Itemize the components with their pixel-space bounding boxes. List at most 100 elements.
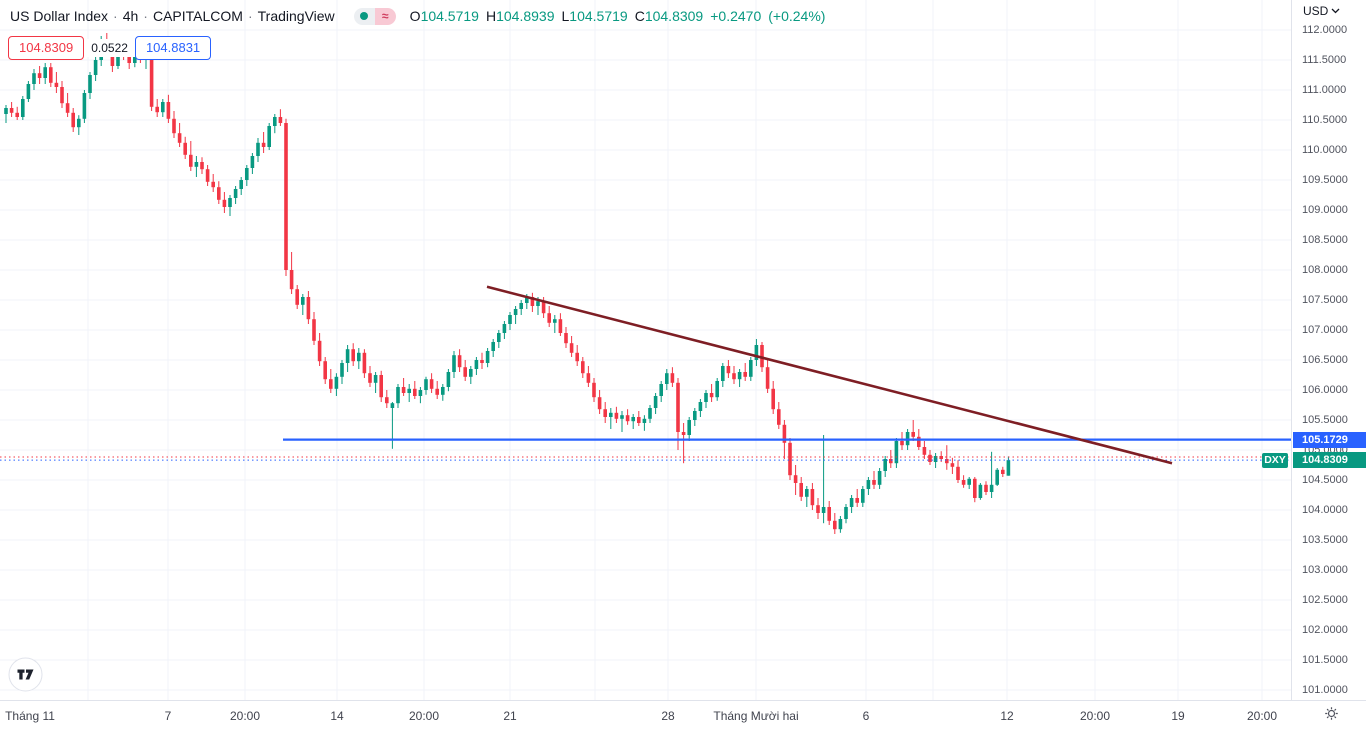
symbol-title[interactable]: US Dollar Index (10, 8, 109, 24)
candle-body (883, 459, 887, 471)
candle-body (385, 397, 389, 404)
gear-icon[interactable] (1324, 706, 1339, 726)
candle-body (995, 469, 999, 485)
trade-panel: 104.8309 0.0522 104.8831 (8, 36, 212, 60)
candle-body (233, 189, 238, 198)
candle-body (575, 352, 579, 362)
candle-body (732, 373, 736, 380)
candle-body (340, 363, 344, 377)
symbol-badge: DXY (1262, 452, 1288, 468)
candle-body (312, 319, 316, 341)
time-tick-label: 14 (330, 709, 344, 723)
high-value: 104.8939 (496, 8, 555, 24)
candle-body (586, 373, 591, 383)
price-tick-label: 106.5000 (1302, 354, 1348, 366)
candle-body (441, 387, 445, 395)
candlestick-chart[interactable] (0, 0, 1291, 700)
candle-body (536, 301, 540, 306)
currency-selector[interactable]: USD (1303, 4, 1340, 18)
candle-body (345, 349, 350, 363)
candle-body (805, 489, 809, 497)
data-status-pill[interactable]: ≈ (353, 7, 396, 25)
change-value: +0.2470 (710, 8, 762, 24)
sell-button[interactable]: 104.8309 (8, 36, 85, 60)
buy-button[interactable]: 104.8831 (134, 36, 212, 60)
candle-body (9, 108, 14, 113)
candle-body (833, 520, 837, 530)
candle-body (474, 360, 479, 369)
candle-body (973, 478, 977, 498)
candle-body (956, 466, 960, 480)
tradingview-logo[interactable] (8, 657, 43, 697)
candle-body (631, 417, 635, 422)
candle-body (609, 412, 613, 417)
candle-body (894, 441, 899, 464)
candle-body (155, 106, 159, 113)
time-tick-label: 20:00 (229, 709, 261, 723)
candle-body (793, 475, 798, 483)
candle-body (32, 73, 36, 84)
time-tick-label: 20:00 (1079, 709, 1111, 723)
candle-body (295, 289, 299, 305)
price-axis[interactable]: USD 112.0000 111.5000 111.0000 110.5000 110.… (1291, 0, 1366, 700)
candle-body (424, 379, 428, 390)
candle-body (1001, 469, 1005, 474)
candle-body (396, 387, 400, 404)
candle-body (88, 75, 92, 93)
low-value: 104.5719 (569, 8, 628, 24)
candle-body (928, 454, 932, 462)
time-tick-label: 7 (164, 709, 172, 723)
candle-body (446, 372, 451, 387)
candle-body (642, 418, 647, 423)
candle-body (816, 505, 820, 513)
candle-body (463, 367, 467, 377)
candle-body (273, 117, 277, 126)
price-tick-label: 106.0000 (1302, 384, 1348, 396)
candle-body (889, 459, 893, 464)
candle-body (866, 480, 871, 489)
candle-body (911, 432, 915, 437)
candle-body (782, 424, 787, 443)
candle-body (166, 102, 171, 119)
candle-body (519, 303, 523, 309)
high-label: H (485, 8, 497, 24)
last-price-label: 104.8309 (1293, 452, 1366, 469)
candle-body (743, 372, 747, 377)
candle-body (469, 369, 473, 377)
time-axis[interactable]: Tháng 11 7 20:00 14 20:00 21 28 Tháng Mười hai 6… (0, 700, 1366, 731)
candle-body (133, 57, 137, 63)
candle-body (205, 169, 210, 182)
candle-body (127, 57, 131, 63)
candle-body (418, 390, 423, 396)
candle-body (553, 319, 557, 323)
candle-body (435, 388, 439, 395)
time-tick-label: 20:00 (1246, 709, 1278, 723)
price-tick-label: 109.5000 (1302, 174, 1348, 186)
price-tick-label: 110.5000 (1302, 114, 1348, 126)
candle-body (653, 396, 658, 408)
time-tick-label: 12 (1000, 709, 1014, 723)
candle-body (77, 118, 81, 128)
price-tick-label: 109.0000 (1302, 204, 1348, 216)
candle-body (4, 108, 8, 114)
price-tick-label: 111.5000 (1302, 54, 1347, 66)
spread-value: 0.0522 (84, 39, 135, 57)
currency-label: USD (1303, 4, 1329, 18)
candle-body (821, 507, 826, 513)
price-tick-label: 104.5000 (1302, 474, 1348, 486)
time-tick-label: 21 (503, 709, 517, 723)
candle-body (961, 480, 966, 485)
descending-trendline[interactable] (486, 285, 1173, 465)
exchange-label[interactable]: CAPITALCOM (152, 8, 243, 24)
open-label: O (409, 8, 421, 24)
candle-body (43, 67, 47, 78)
candle-body (284, 123, 288, 270)
candle-body (183, 142, 187, 155)
interval-label[interactable]: 4h (122, 8, 139, 24)
platform-label[interactable]: TradingView (257, 8, 335, 24)
candle-body (872, 480, 876, 485)
candle-body (301, 297, 305, 305)
candle-body (172, 118, 176, 134)
low-label: L (561, 8, 570, 24)
close-value: 104.8309 (644, 8, 704, 24)
